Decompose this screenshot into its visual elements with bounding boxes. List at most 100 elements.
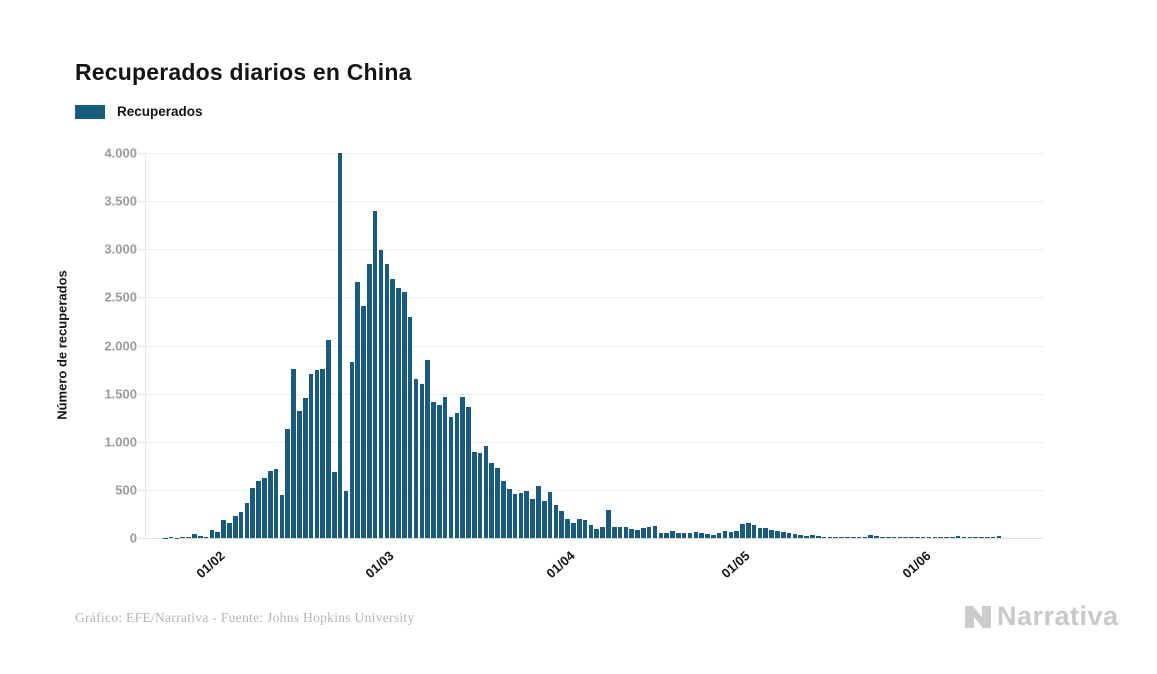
bar	[996, 536, 1002, 538]
bar	[186, 537, 191, 538]
bar	[757, 527, 763, 538]
y-gridline	[145, 297, 1043, 299]
y-tick-label: 1.000	[104, 434, 137, 450]
bar	[582, 520, 588, 538]
bar	[314, 370, 320, 538]
bar	[652, 526, 658, 538]
bar	[536, 486, 541, 538]
bar	[594, 529, 599, 538]
bar	[320, 368, 325, 538]
y-tick-label: 2.000	[104, 338, 137, 353]
bar	[961, 536, 967, 538]
bar	[746, 522, 751, 538]
bar	[576, 519, 582, 538]
bar	[740, 524, 745, 538]
bar	[524, 490, 530, 538]
bar	[699, 532, 704, 538]
bar	[559, 510, 565, 538]
bar	[372, 210, 378, 538]
bar	[297, 410, 302, 538]
bar	[903, 537, 908, 538]
x-tick-label: 01/05	[718, 548, 753, 581]
bar	[623, 526, 629, 538]
bar	[926, 536, 932, 538]
y-tick-mark	[138, 393, 145, 395]
bar	[256, 480, 261, 538]
y-tick-mark	[138, 201, 145, 203]
bar	[629, 529, 634, 538]
bar	[716, 532, 722, 538]
bar	[407, 317, 413, 538]
bar	[489, 462, 495, 538]
bar	[197, 536, 203, 538]
bar	[367, 264, 372, 538]
bar	[850, 537, 856, 538]
bar	[611, 527, 617, 538]
x-tick-label: 01/02	[193, 548, 228, 581]
y-tick-mark	[138, 538, 145, 539]
bar	[891, 536, 897, 538]
y-tick-mark	[138, 489, 145, 491]
bar	[950, 536, 955, 538]
bar	[553, 505, 559, 538]
bar	[501, 481, 506, 538]
bar	[547, 491, 553, 538]
bar	[437, 405, 442, 538]
bar	[396, 288, 401, 538]
bar	[874, 536, 879, 538]
bar	[262, 478, 267, 538]
y-gridline	[145, 393, 1043, 395]
bar	[938, 536, 943, 538]
x-tick-label: 01/04	[543, 548, 578, 581]
y-gridline	[145, 153, 1043, 154]
bar	[845, 536, 850, 538]
bar	[244, 503, 250, 538]
bar	[985, 536, 990, 538]
bar	[273, 468, 279, 538]
y-tick-label: 3.000	[104, 241, 137, 257]
bar	[798, 535, 804, 538]
legend-label: Recuperados	[117, 104, 203, 119]
y-gridline	[145, 441, 1043, 443]
y-tick-mark	[138, 345, 145, 347]
bar	[285, 428, 291, 538]
bar	[915, 536, 920, 538]
bar	[856, 537, 862, 538]
bar	[955, 536, 961, 538]
bar	[495, 467, 500, 538]
bar	[378, 250, 384, 538]
bar	[734, 531, 739, 538]
bar	[792, 533, 798, 538]
bar	[920, 537, 926, 538]
bar	[355, 281, 360, 538]
bar	[885, 536, 891, 538]
y-gridline	[145, 345, 1043, 347]
bar	[676, 533, 681, 538]
bar	[192, 533, 197, 538]
y-tick-label: 0	[129, 530, 137, 546]
bar	[227, 523, 232, 538]
y-gridline	[145, 249, 1043, 251]
bar	[390, 278, 395, 538]
bar	[168, 537, 174, 538]
bar	[763, 528, 769, 538]
bar	[454, 413, 460, 538]
bar	[477, 452, 483, 538]
bar	[635, 529, 640, 538]
bar	[232, 515, 238, 538]
bar	[326, 340, 331, 538]
bar	[827, 537, 833, 538]
bar	[571, 522, 576, 538]
bar	[775, 531, 780, 538]
bar	[337, 153, 343, 538]
y-axis-title: Número de recuperados	[54, 270, 70, 420]
bar	[308, 373, 314, 538]
bar	[180, 537, 186, 538]
bar	[442, 397, 448, 538]
bar	[780, 532, 786, 538]
bar	[361, 306, 366, 538]
bar	[658, 532, 664, 538]
bar	[402, 292, 407, 538]
bar	[250, 487, 256, 538]
bar	[833, 537, 839, 538]
